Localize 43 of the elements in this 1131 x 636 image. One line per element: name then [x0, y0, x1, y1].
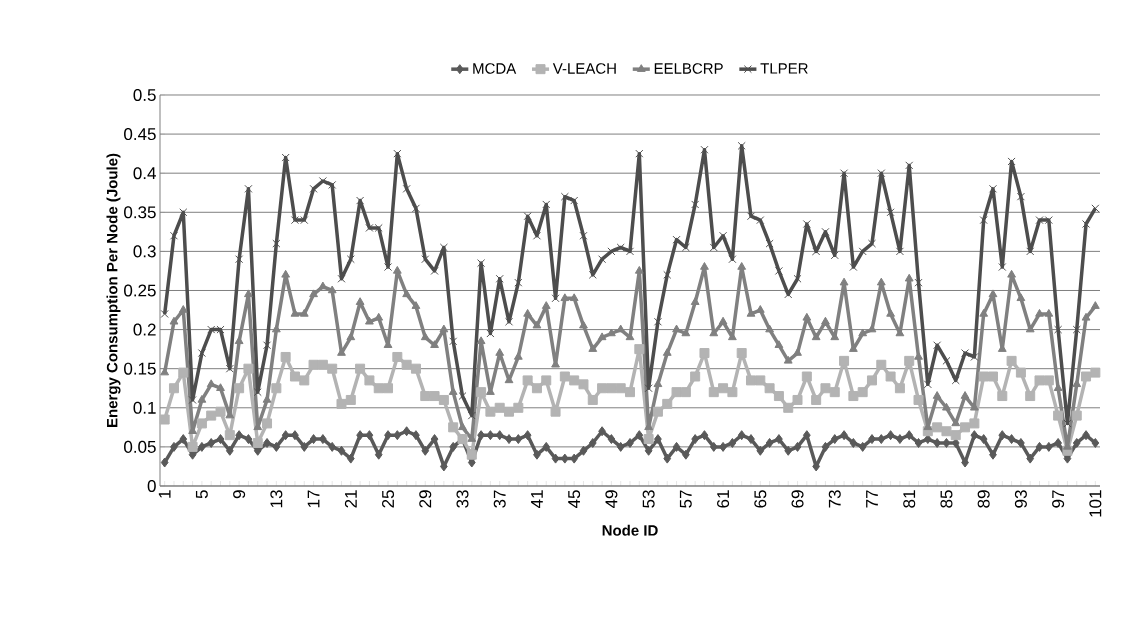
y-axis-title: Energy Consumption Per Node (Joule) [106, 153, 121, 427]
x-tick-label: 65 [754, 490, 767, 508]
y-tick-label: 0.45 [124, 128, 156, 141]
legend-label: TLPER [760, 63, 808, 74]
x-tick-label: 53 [642, 490, 655, 508]
y-tick-label: 0.25 [124, 284, 156, 297]
x-tick-label: 85 [940, 490, 953, 508]
x-tick-label: 17 [307, 490, 320, 508]
x-tick-label: 73 [828, 490, 841, 508]
legend-label: MCDA [473, 63, 517, 74]
x-tick-label: 25 [382, 490, 395, 508]
x-tick-label: 5 [195, 490, 208, 499]
x-tick-label: 57 [679, 490, 692, 508]
x-tick-label: 69 [791, 490, 804, 508]
legend-label: EELBCRP [654, 63, 723, 74]
y-tick-label: 0.3 [133, 245, 156, 258]
y-tick-label: 0.4 [133, 167, 156, 180]
y-tick-label: 0.15 [124, 362, 156, 375]
y-tick-label: 0.1 [133, 401, 156, 414]
x-tick-label: 101 [1089, 490, 1102, 517]
x-tick-label: 41 [531, 490, 543, 509]
y-tick-label: 0.35 [124, 206, 156, 219]
x-tick-label: 49 [605, 490, 618, 509]
x-tick-label: 37 [493, 490, 506, 508]
y-tick-label: 0.5 [133, 88, 156, 102]
x-tick-label: 89 [977, 490, 990, 508]
y-tick-label: 0.05 [124, 440, 156, 453]
x-tick-label: 93 [1014, 490, 1027, 508]
x-tick-label: 33 [456, 490, 469, 508]
y-tick-label: 0.2 [133, 323, 156, 336]
x-tick-label: 13 [270, 490, 283, 508]
x-tick-label: 45 [568, 490, 581, 509]
y-tick-label: 0 [147, 479, 156, 493]
x-tick-label: 9 [233, 490, 246, 499]
x-tick-label: 29 [419, 490, 432, 508]
x-tick-label: 77 [866, 490, 878, 508]
x-tick-label: 61 [717, 490, 730, 508]
x-axis-title: Node ID [602, 524, 658, 536]
x-tick-label: 81 [903, 490, 916, 508]
legend-label: V-LEACH [552, 63, 616, 74]
x-tick-label: 1 [158, 490, 171, 498]
x-tick-label: 21 [344, 490, 357, 508]
x-tick-label: 97 [1052, 490, 1065, 508]
